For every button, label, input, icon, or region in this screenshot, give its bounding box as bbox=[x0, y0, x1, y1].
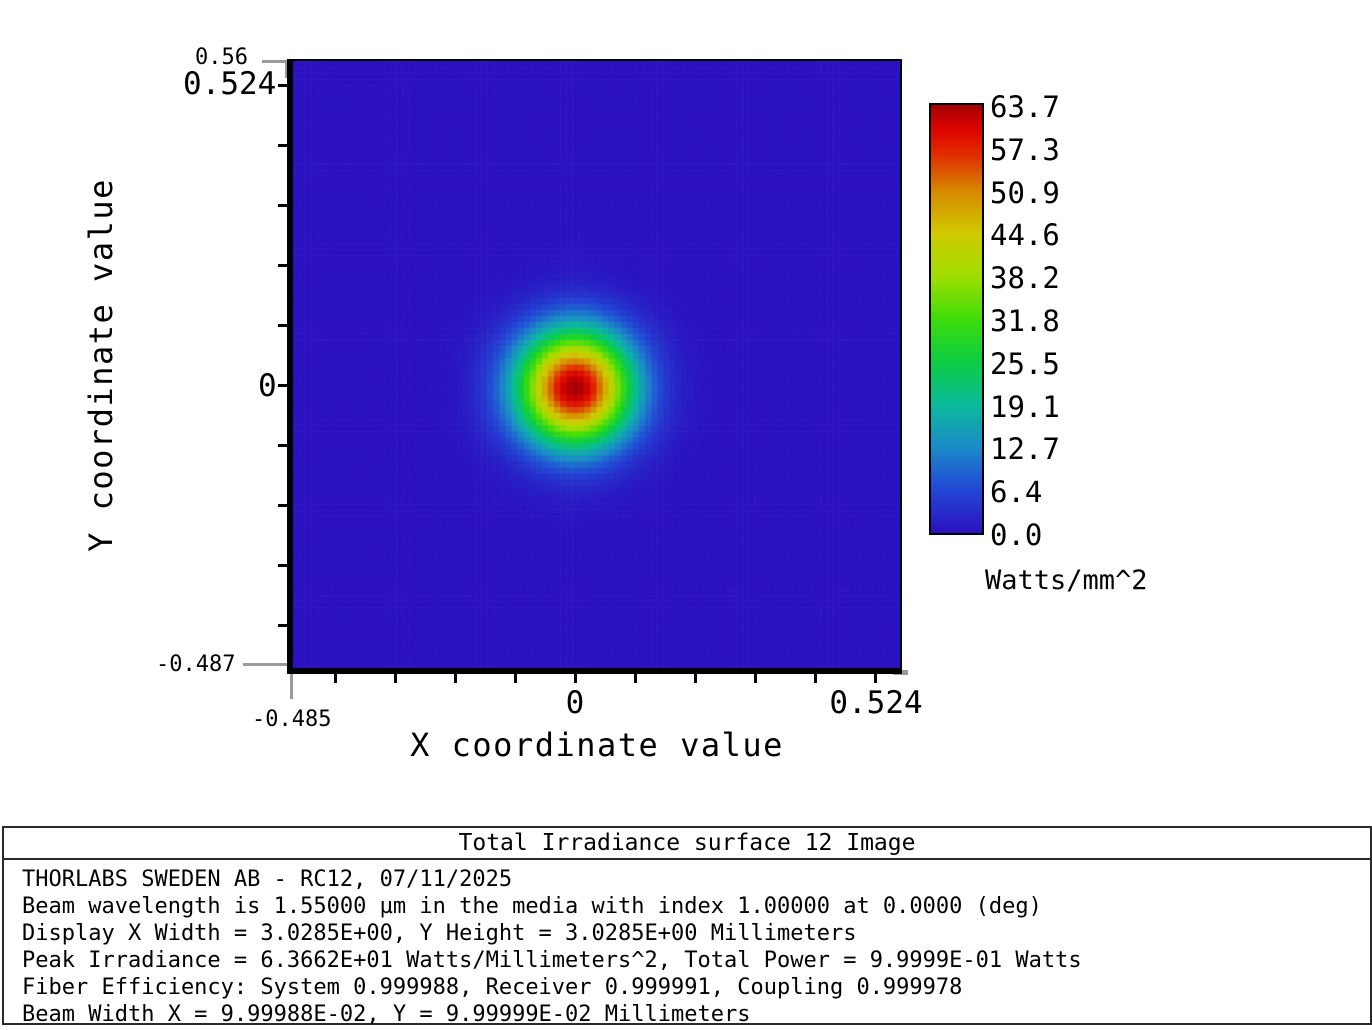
x-axis-tick-max-label: 0.524 bbox=[829, 685, 923, 721]
x-axis-tick bbox=[334, 674, 337, 683]
colorbar-tick-label: 38.2 bbox=[990, 261, 1060, 296]
x-axis-tick-zero-label: 0 bbox=[565, 685, 585, 721]
y-axis-tick bbox=[278, 384, 288, 387]
y-axis-tick-max-label: 0.524 bbox=[183, 66, 277, 102]
x-axis-tick bbox=[574, 674, 577, 683]
x-axis-tick bbox=[814, 674, 817, 683]
colorbar-tick-label: 50.9 bbox=[990, 175, 1060, 210]
colorbar-tick-label: 25.5 bbox=[990, 346, 1060, 381]
x-axis-title: X coordinate value bbox=[410, 726, 784, 764]
y-axis-title: Y coordinate value bbox=[82, 178, 120, 552]
x-axis-tick bbox=[514, 674, 517, 683]
x-axis-edge-min-label: -0.485 bbox=[252, 707, 332, 732]
x-axis-tick bbox=[394, 674, 397, 683]
info-panel: Total Irradiance surface 12 Image THORLA… bbox=[2, 826, 1372, 1028]
irradiance-heatmap bbox=[293, 61, 900, 668]
colorbar-tick-label: 12.7 bbox=[990, 432, 1060, 467]
colorbar-unit-label: Watts/mm^2 bbox=[985, 565, 1148, 596]
bottom-left-edge-marker-line bbox=[243, 663, 288, 666]
top-left-edge-marker-line bbox=[262, 60, 288, 63]
y-axis-tick bbox=[278, 444, 288, 447]
y-axis-edge-min-label: -0.487 bbox=[156, 652, 236, 677]
colorbar-tick-label: 31.8 bbox=[990, 304, 1060, 338]
y-axis-tick bbox=[278, 624, 288, 627]
y-axis-tick bbox=[278, 564, 288, 567]
colorbar-tick-label: 57.3 bbox=[990, 132, 1060, 167]
colorbar-tick-label: 19.1 bbox=[990, 389, 1060, 424]
colorbar-tick-label: 44.6 bbox=[990, 218, 1060, 253]
y-axis-edge-max-label: 0.56 bbox=[195, 45, 248, 70]
info-panel-lines: THORLABS SWEDEN AB - RC12, 07/11/2025 Bea… bbox=[4, 860, 1370, 1028]
colorbar-tick-label: 63.7 bbox=[990, 90, 1060, 124]
colorbar-tick-label: 6.4 bbox=[990, 475, 1043, 510]
y-axis-tick bbox=[278, 264, 288, 267]
y-axis-tick-zero-label: 0 bbox=[258, 368, 277, 404]
y-axis-tick bbox=[278, 84, 288, 87]
colorbar-tick-label: 0.0 bbox=[990, 518, 1043, 552]
x-axis-tick bbox=[454, 674, 457, 683]
y-axis-tick bbox=[278, 144, 288, 147]
plot-frame bbox=[287, 59, 902, 674]
info-line: Fiber Efficiency: System 0.999988, Recei… bbox=[22, 975, 963, 1000]
y-axis-tick bbox=[278, 204, 288, 207]
info-line: Beam Width X = 9.99988E-02, Y = 9.99999E… bbox=[22, 1002, 751, 1027]
info-line: Display X Width = 3.0285E+00, Y Height =… bbox=[22, 921, 857, 946]
x-axis-tick bbox=[754, 674, 757, 683]
x-axis-tick bbox=[874, 674, 877, 683]
bottom-left-edge-marker-drop-line bbox=[290, 674, 293, 699]
colorbar bbox=[929, 103, 984, 535]
info-line: THORLABS SWEDEN AB - RC12, 07/11/2025 bbox=[22, 867, 513, 892]
y-axis-tick bbox=[278, 324, 288, 327]
x-axis-tick bbox=[634, 674, 637, 683]
x-axis-tick bbox=[694, 674, 697, 683]
y-axis-tick bbox=[278, 504, 288, 507]
info-line: Beam wavelength is 1.55000 µm in the med… bbox=[22, 894, 1042, 919]
info-panel-title: Total Irradiance surface 12 Image bbox=[4, 828, 1370, 860]
info-line: Peak Irradiance = 6.3662E+01 Watts/Milli… bbox=[22, 948, 1082, 973]
